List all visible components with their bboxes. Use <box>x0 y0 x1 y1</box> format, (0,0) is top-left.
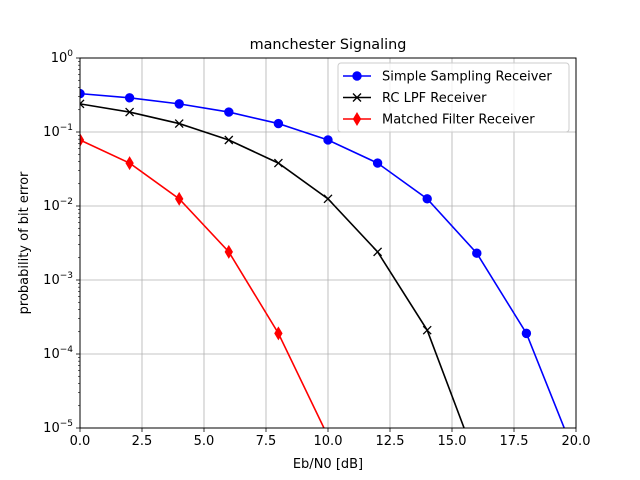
y-tick-label: 10−5 <box>43 419 73 436</box>
data-point <box>175 191 184 206</box>
data-point <box>472 248 482 258</box>
legend-marker <box>352 93 362 102</box>
x-tick-label: 0.0 <box>70 434 91 449</box>
chart-title: manchester Signaling <box>250 37 407 53</box>
data-point <box>174 119 184 129</box>
legend-marker <box>352 71 362 81</box>
data-point <box>125 107 135 117</box>
data-point <box>274 326 283 341</box>
data-point <box>422 325 432 335</box>
legend-label: Simple Sampling Receiver <box>382 70 552 85</box>
y-tick-label: 10−4 <box>43 345 73 362</box>
x-tick-label: 15.0 <box>438 434 467 449</box>
series-line-3 <box>80 139 325 428</box>
x-tick-label: 7.5 <box>256 434 277 449</box>
data-point <box>224 244 233 259</box>
y-axis-label: probability of bit error <box>17 171 32 314</box>
data-point <box>80 99 85 109</box>
legend-marker <box>352 112 362 126</box>
data-point <box>273 118 284 129</box>
legend: Simple Sampling Receiver RC LPF Receiver M… <box>337 62 570 133</box>
data-point <box>372 158 383 168</box>
data-point <box>323 135 333 145</box>
data-point <box>224 135 234 145</box>
x-axis-label: Eb/N0 [dB] <box>293 457 363 472</box>
legend-label: RC LPF Receiver <box>382 91 487 106</box>
x-tick-label: 10.0 <box>314 434 343 449</box>
data-point <box>174 99 184 109</box>
data-point <box>373 247 383 257</box>
y-tick-label: 10−2 <box>43 197 73 214</box>
data-point <box>125 156 134 171</box>
data-point <box>521 328 532 339</box>
data-point <box>323 194 333 204</box>
legend-label: Matched Filter Receiver <box>382 113 535 128</box>
y-tick-label: 10−3 <box>43 271 73 288</box>
y-tick-label: 10−1 <box>43 123 73 140</box>
x-tick-label: 12.5 <box>376 434 405 449</box>
y-tick-label: 100 <box>51 49 74 66</box>
x-tick-label: 20.0 <box>562 434 591 449</box>
data-point <box>273 158 283 168</box>
legend-box <box>337 62 570 133</box>
axis-ticks: 0.0 2.5 5.0 7.5 10.0 12.5 15.0 17.5 20.0 10−5 10−4… <box>43 49 590 449</box>
data-point <box>224 107 234 117</box>
x-tick-label: 5.0 <box>194 434 215 449</box>
x-tick-label: 17.5 <box>500 434 529 449</box>
data-point <box>124 93 135 103</box>
data-point <box>80 133 85 147</box>
data-point <box>422 194 432 204</box>
series-layer <box>80 88 566 428</box>
x-tick-label: 2.5 <box>132 434 153 449</box>
